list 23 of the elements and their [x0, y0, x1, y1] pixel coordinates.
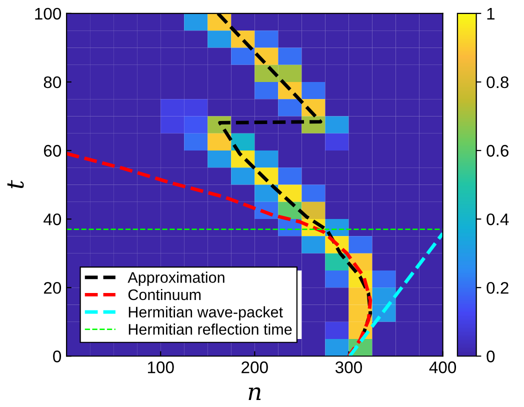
x-tick-label: 300: [335, 361, 362, 374]
color-bar-label: 0.2: [486, 282, 508, 294]
x-tick-label: 100: [148, 361, 174, 374]
legend-label: Continuum: [128, 288, 201, 300]
y-tick-label: 0: [53, 350, 62, 362]
x-axis-title: n: [248, 387, 261, 400]
legend-label: Hermitian reflection time: [128, 324, 292, 335]
line-series: [66, 152, 372, 356]
y-axis-title: t: [7, 180, 24, 188]
legend-label: Hermitian wave-packet: [128, 306, 283, 320]
x-tick-label: 400: [429, 361, 456, 374]
y-tick-label: 20: [44, 282, 62, 294]
color-bar-label: 0.8: [486, 76, 508, 88]
y-tick-label: 60: [44, 144, 62, 157]
color-bar-label: 0.6: [486, 144, 508, 157]
y-tick-label: 80: [44, 76, 62, 88]
y-tick-label: 100: [35, 8, 62, 20]
legend-label: Approximation: [128, 272, 224, 286]
color-bar-label: 1: [487, 8, 494, 20]
y-tick-label: 40: [44, 213, 62, 226]
x-tick-label: 200: [242, 361, 268, 374]
color-bar-label: 0: [486, 350, 495, 362]
color-bar-label: 0.4: [486, 213, 509, 226]
